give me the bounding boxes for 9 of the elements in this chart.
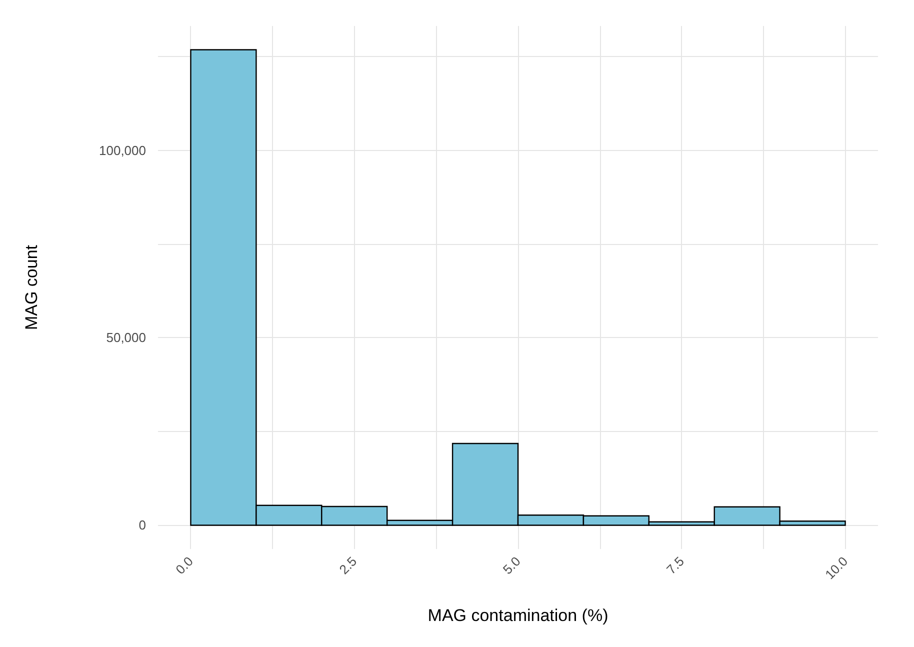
x-tick-label: 7.5 (664, 554, 687, 578)
x-tick-label: 2.5 (336, 554, 360, 578)
y-tick-label: 0 (138, 518, 146, 533)
x-tick-label: 0.0 (172, 554, 196, 578)
x-tick-label: 5.0 (500, 554, 524, 578)
y-axis-title: MAG count (22, 244, 41, 330)
x-axis-title: MAG contamination (%) (428, 606, 608, 625)
y-tick-label: 50,000 (106, 330, 146, 346)
y-tick-label: 100,000 (99, 142, 146, 158)
